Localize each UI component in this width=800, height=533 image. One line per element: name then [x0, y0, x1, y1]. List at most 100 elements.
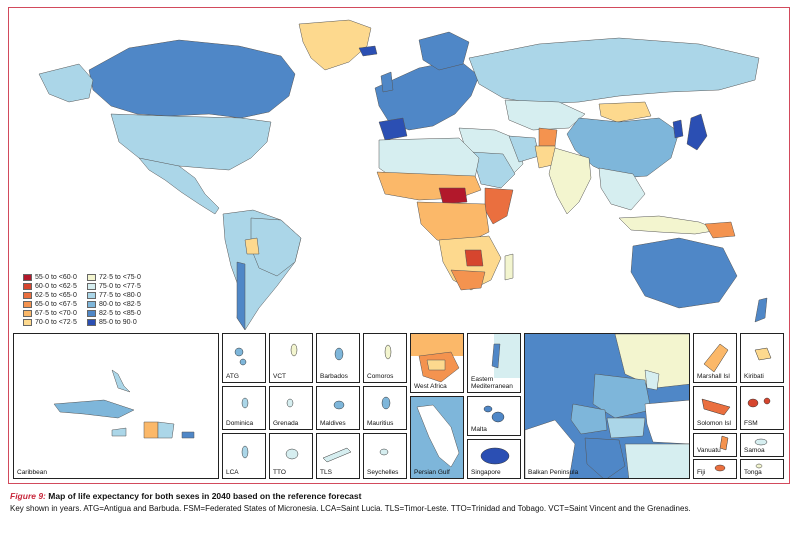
- legend-item: 85·0 to 90·0: [87, 319, 137, 326]
- island-shape: [703, 343, 729, 373]
- comoros-map: [384, 344, 392, 360]
- tto-map: [285, 448, 299, 460]
- region-mexico: [138, 157, 220, 215]
- legend-label: 67·5 to <70·0: [35, 310, 77, 317]
- inset-balkan: Balkan Peninsula: [524, 333, 690, 479]
- region-se-asia: [598, 167, 646, 211]
- inset-label: Maldives: [320, 420, 346, 427]
- island-shape: [754, 438, 768, 446]
- legend-swatch: [23, 319, 32, 326]
- inset-label: LCA: [226, 469, 239, 476]
- region-dominican: [157, 421, 175, 439]
- region-kazakhstan: [504, 99, 586, 131]
- inset-lca: LCA: [222, 433, 266, 479]
- region-israel: [491, 343, 501, 369]
- inset-label: Barbados: [320, 373, 348, 380]
- legend-label: 82·5 to <85·0: [99, 310, 141, 317]
- legend-swatch: [87, 283, 96, 290]
- lca-map: [241, 445, 249, 459]
- balkan-map: [525, 334, 689, 478]
- vct-map: [290, 343, 298, 357]
- atg-map: [234, 347, 247, 366]
- island-shape: [763, 397, 771, 405]
- legend-swatch: [23, 274, 32, 281]
- region-uk: [380, 71, 394, 93]
- inset-label: Tonga: [744, 469, 762, 476]
- legend-item: 82·5 to <85·0: [87, 310, 141, 317]
- legend-label: 75·0 to <77·5: [99, 283, 141, 290]
- inset-vct: VCT: [269, 333, 313, 383]
- tls-map: [322, 447, 352, 463]
- inset-label: West Africa: [414, 383, 447, 390]
- inset-label: TLS: [320, 469, 332, 476]
- inset-tls: TLS: [316, 433, 360, 479]
- figure-title: Map of life expectancy for both sexes in…: [45, 491, 362, 501]
- inset-samoa: Samoa: [740, 433, 784, 457]
- island-shape: [234, 347, 244, 357]
- island-shape: [290, 343, 298, 357]
- grenada-map: [286, 398, 294, 408]
- legend-swatch: [87, 301, 96, 308]
- island-shape: [480, 447, 510, 465]
- legend-swatch: [87, 319, 96, 326]
- region-japan: [686, 113, 708, 151]
- inset-label: Kiribati: [744, 373, 764, 380]
- region-brazil: [250, 217, 302, 277]
- inset-singapore: Singapore: [467, 439, 521, 479]
- island-shape: [491, 411, 505, 423]
- island-shape: [754, 347, 772, 361]
- island-shape: [379, 448, 389, 456]
- legend-swatch: [87, 310, 96, 317]
- region-cuba: [53, 399, 135, 419]
- region-turkey: [624, 443, 689, 478]
- inset-maldives: Maldives: [316, 386, 360, 430]
- inset-solomon: Solomon Isl: [693, 386, 737, 430]
- inset-label: Balkan Peninsula: [528, 469, 579, 476]
- inset-label: Mauritius: [367, 420, 394, 427]
- inset-west-africa: West Africa: [410, 333, 464, 393]
- legend-item: 72·5 to <75·0: [87, 274, 141, 281]
- caption-title: Figure 9: Map of life expectancy for bot…: [10, 491, 790, 501]
- inset-label: Eastern Mediterranean: [471, 376, 513, 390]
- inset-fiji: Fiji: [693, 459, 737, 479]
- inset-label: VCT: [273, 373, 286, 380]
- region-usa: [110, 113, 272, 171]
- island-shape: [384, 344, 392, 360]
- inset-malta: Malta: [467, 396, 521, 436]
- singapore-map: [480, 447, 510, 465]
- legend-label: 85·0 to 90·0: [99, 319, 137, 326]
- island-shape: [719, 435, 729, 451]
- inset-grenada: Grenada: [269, 386, 313, 430]
- inset-label: Samoa: [744, 447, 765, 454]
- legend-label: 70·0 to <72·5: [35, 319, 77, 326]
- region-china: [566, 117, 680, 179]
- region-india: [548, 147, 592, 215]
- inset-label: Fiji: [697, 469, 706, 476]
- fsm-map: [747, 397, 771, 408]
- legend-label: 80·0 to <82·5: [99, 301, 141, 308]
- mauritius-map: [381, 396, 391, 410]
- region-bulgaria: [606, 417, 646, 439]
- inset-kiribati: Kiribati: [740, 333, 784, 383]
- figure-caption: Figure 9: Map of life expectancy for bot…: [10, 491, 790, 513]
- maldives-map: [333, 400, 345, 410]
- world-map: [38, 19, 768, 331]
- inset-label: TTO: [273, 469, 286, 476]
- vanuatu-map: [719, 435, 729, 451]
- island-shape: [701, 398, 731, 416]
- region-moldova: [644, 369, 660, 391]
- region-bolivia: [244, 237, 260, 255]
- inset-tonga: Tonga: [740, 459, 784, 479]
- legend-label: 60·0 to <62·5: [35, 283, 77, 290]
- region-iberia: [378, 117, 408, 141]
- inset-label: Persian Gulf: [414, 469, 450, 476]
- legend-label: 65·0 to <67·5: [35, 301, 77, 308]
- island-shape: [333, 400, 345, 410]
- region-car: [438, 187, 468, 205]
- region-afghanistan: [538, 127, 558, 147]
- inset-label: Caribbean: [17, 469, 47, 476]
- inset-label: FSM: [744, 420, 758, 427]
- solomon-map: [701, 398, 731, 416]
- region-iceland: [358, 45, 378, 57]
- marshall-map: [703, 343, 729, 373]
